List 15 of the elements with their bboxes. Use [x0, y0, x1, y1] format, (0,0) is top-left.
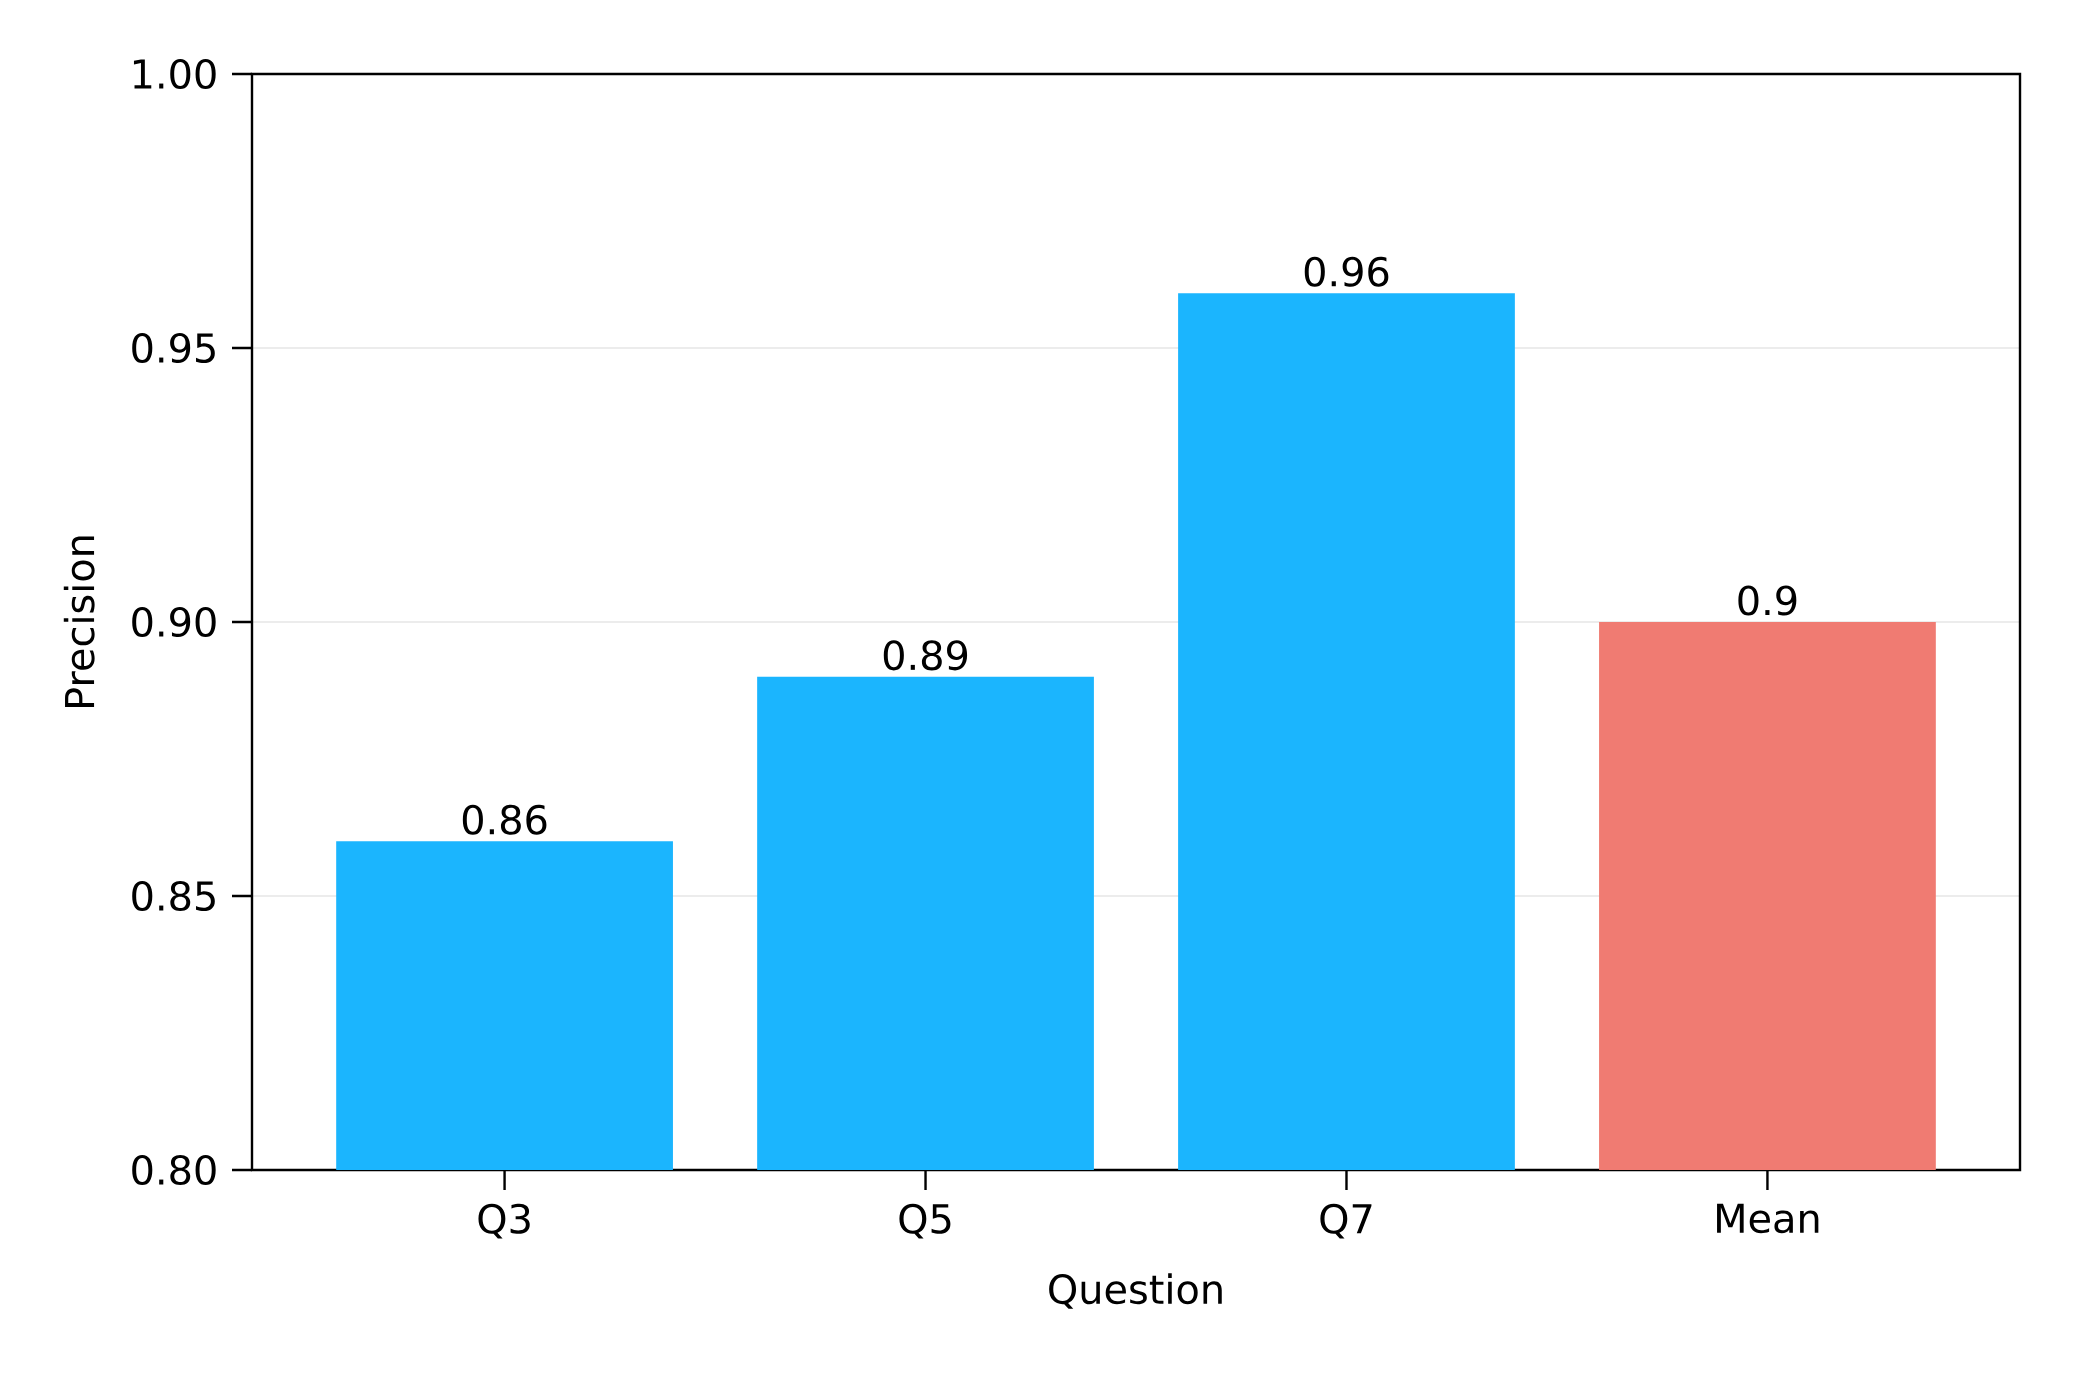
- y-tick-label: 0.95: [132, 332, 215, 364]
- x-tick-label: Q7: [1320, 1203, 1372, 1239]
- x-tick-label: Mean: [1717, 1203, 1819, 1234]
- x-tick-label: Q3: [478, 1203, 530, 1239]
- y-tick-label: 0.80: [132, 1154, 216, 1186]
- data-label: 0.86: [462, 804, 547, 835]
- x-tick-label: Q5: [899, 1203, 951, 1239]
- y-tick-label: 0.90: [132, 606, 216, 638]
- data-label: 0.96: [1304, 256, 1389, 287]
- x-axis-title: Question: [1049, 1273, 1222, 1309]
- data-label: 0.89: [883, 640, 968, 671]
- data-label: 0.9: [1738, 585, 1797, 616]
- y-tick-label: 0.85: [132, 880, 215, 912]
- y-tick-label: 1.00: [133, 58, 216, 90]
- y-axis-title: Precision: [63, 536, 95, 707]
